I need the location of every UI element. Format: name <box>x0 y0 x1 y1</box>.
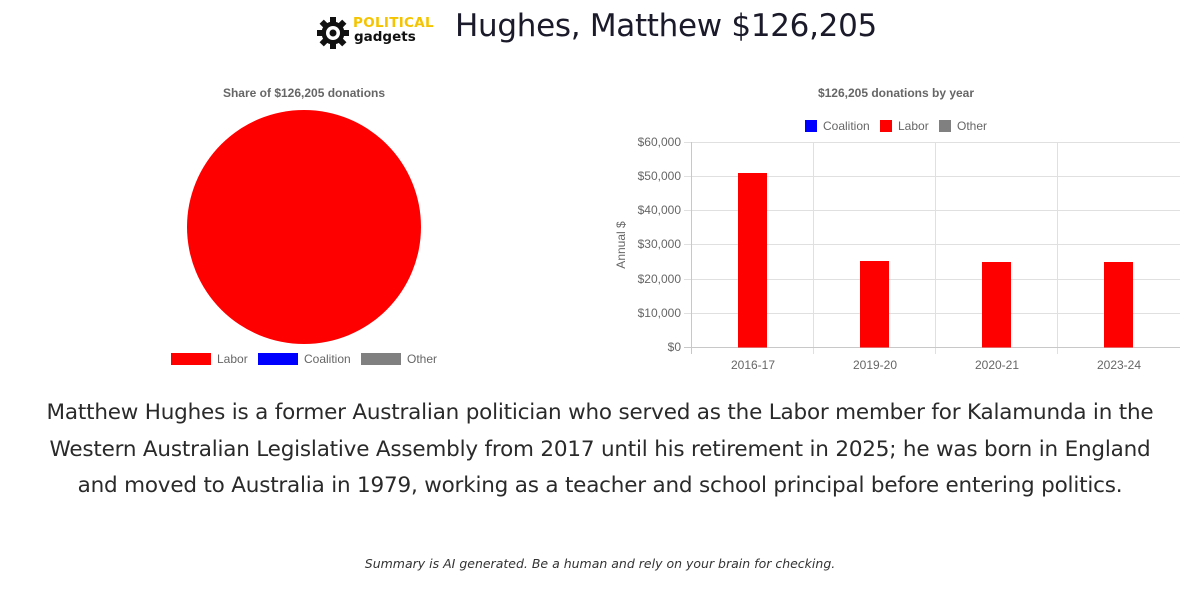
legend-label: Coalition <box>304 352 351 366</box>
legend-swatch-other <box>361 353 401 365</box>
y-tick: $60,000 <box>637 135 681 149</box>
bar-legend-other[interactable]: Other <box>939 119 987 133</box>
legend-label: Other <box>957 119 988 133</box>
y-tick: $50,000 <box>637 169 681 183</box>
pie-slice-labor[interactable] <box>187 110 421 344</box>
politician-summary: Matthew Hughes is a former Australian po… <box>46 400 1154 498</box>
page-title: Hughes, Matthew $126,205 <box>455 8 877 44</box>
gear-icon <box>317 17 349 49</box>
y-tick: $30,000 <box>637 237 681 251</box>
logo-text-gadgets: gadgets <box>354 29 416 45</box>
bar-labor-2023-24[interactable] <box>1104 262 1133 348</box>
legend-swatch-labor <box>880 120 892 132</box>
x-tick: 2016-17 <box>730 358 776 372</box>
bar-chart-title: $126,205 donations by year <box>817 86 975 100</box>
pie-legend-coalition[interactable]: Coalition <box>258 352 351 366</box>
x-tick: 2019-20 <box>852 358 898 372</box>
bar-labor-2019-20[interactable] <box>860 261 889 348</box>
legend-swatch-other <box>939 120 951 132</box>
legend-label: Labor <box>898 119 929 133</box>
bar-plot <box>684 142 1180 354</box>
bar-labor-2016-17[interactable] <box>738 173 767 348</box>
legend-swatch-coalition <box>258 353 298 365</box>
legend-swatch-labor <box>171 353 211 365</box>
bar-legend-coalition[interactable]: Coalition <box>805 119 870 133</box>
pie-chart-title: Share of $126,205 donations <box>222 86 386 100</box>
y-tick: $40,000 <box>637 203 681 217</box>
y-tick: $10,000 <box>637 306 681 320</box>
pie-legend-labor[interactable]: Labor <box>171 352 248 366</box>
legend-label: Labor <box>217 352 248 366</box>
y-tick: $20,000 <box>637 272 681 286</box>
x-tick: 2023-24 <box>1096 358 1142 372</box>
logo-text-political: POLITICAL <box>353 15 434 31</box>
legend-label: Other <box>407 352 438 366</box>
y-axis-label: Annual $ <box>614 221 628 269</box>
legend-label: Coalition <box>823 119 870 133</box>
x-tick: 2020-21 <box>974 358 1020 372</box>
legend-swatch-coalition <box>805 120 817 132</box>
pie-plot <box>187 110 421 344</box>
bar-legend-labor[interactable]: Labor <box>880 119 929 133</box>
political-gadgets-logo[interactable]: POLITICAL gadgets <box>316 15 442 51</box>
page-header: POLITICAL gadgets Hughes, Matthew $126,2… <box>0 0 1200 60</box>
ai-disclaimer: Summary is AI generated. Be a human and … <box>364 556 836 571</box>
bar-labor-2020-21[interactable] <box>982 262 1011 348</box>
y-tick: $0 <box>667 340 681 354</box>
pie-legend-other[interactable]: Other <box>361 352 437 366</box>
